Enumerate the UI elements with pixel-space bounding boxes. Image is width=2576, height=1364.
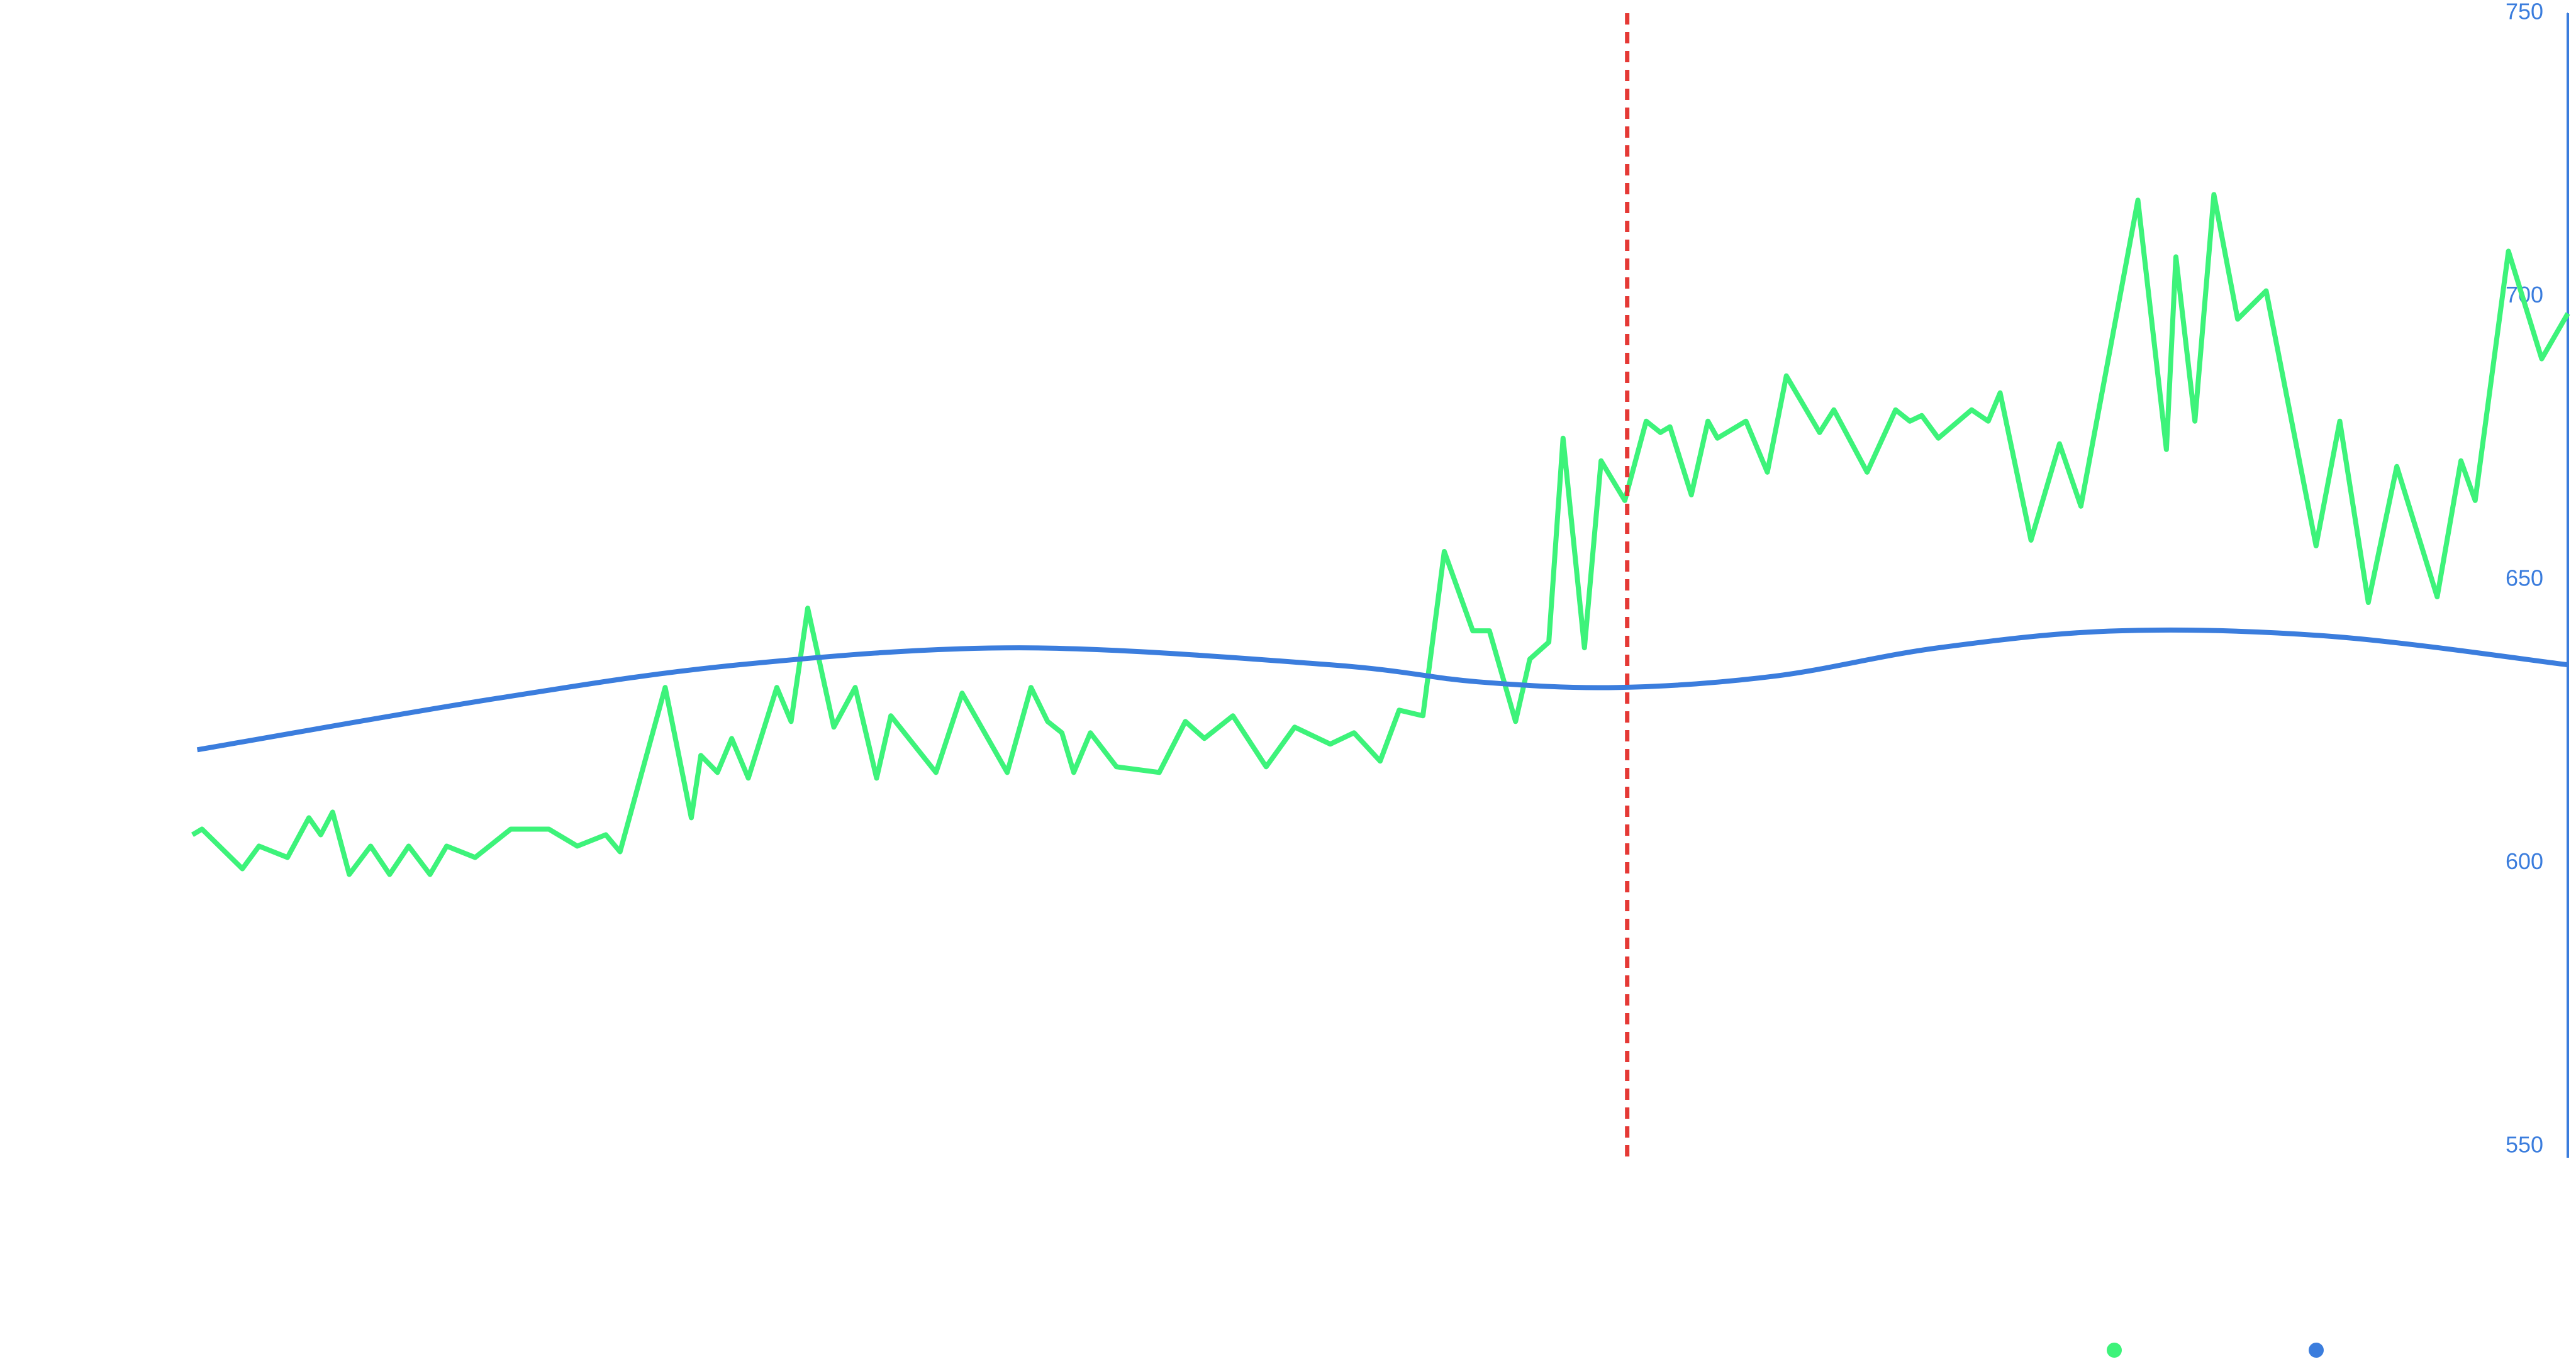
y-tick-label: 650 <box>2506 565 2543 591</box>
legend-marker <box>2107 1343 2122 1358</box>
y-tick-label: 550 <box>2506 1132 2543 1158</box>
legend-marker <box>2309 1343 2324 1358</box>
y-tick-label: 600 <box>2506 848 2543 874</box>
y-tick-label: 750 <box>2506 0 2543 25</box>
line-series <box>191 192 2570 877</box>
line-series <box>196 627 2568 753</box>
